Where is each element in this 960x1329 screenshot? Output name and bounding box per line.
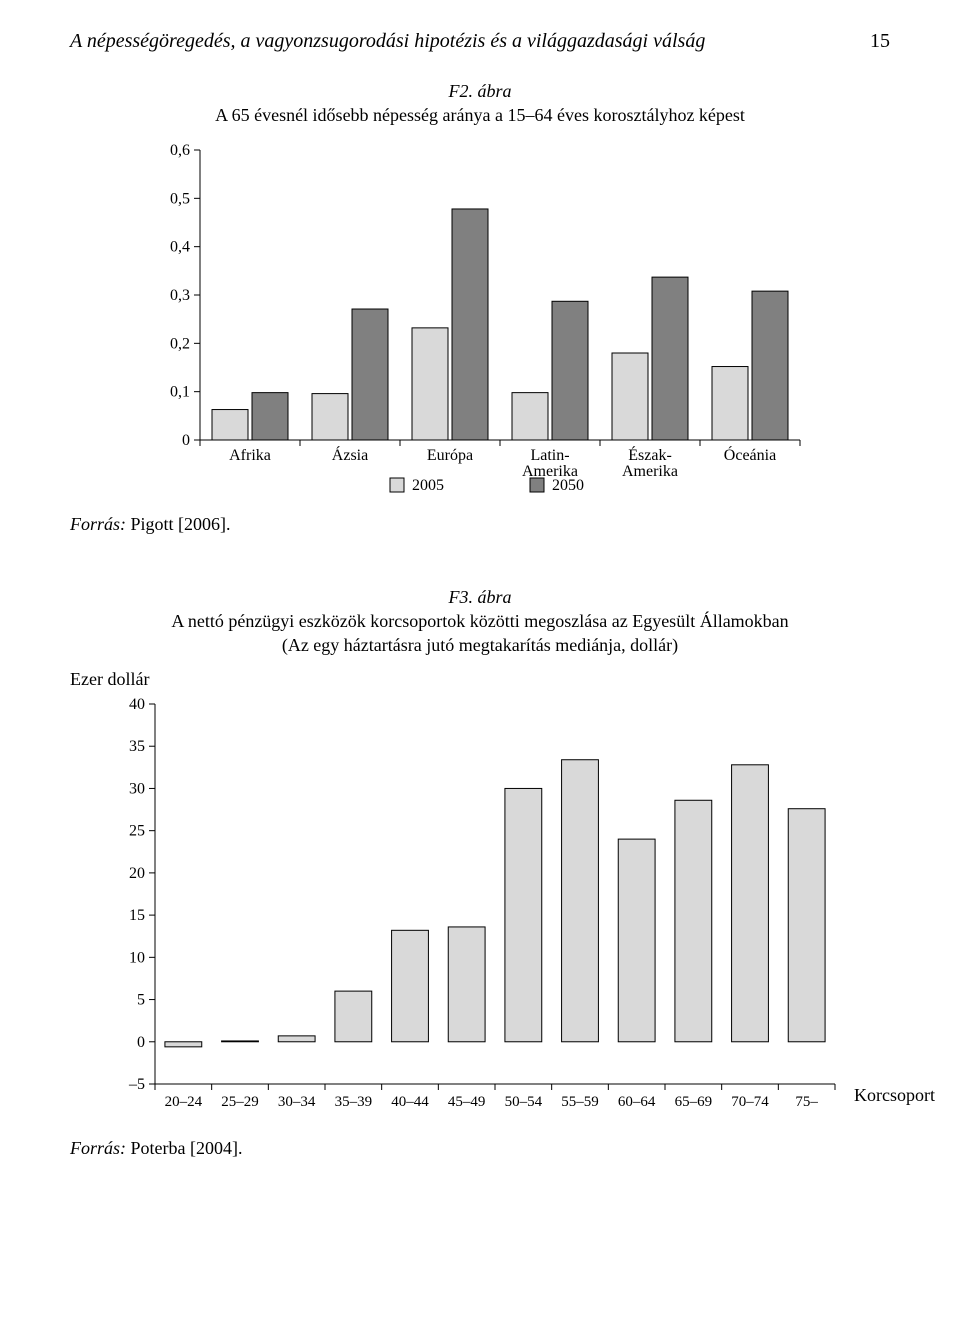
fig3-title-line1: A nettó pénzügyi eszközök korcsoportok k… <box>171 611 788 631</box>
fig3-label: F3. ábra <box>70 585 890 609</box>
svg-text:0,1: 0,1 <box>170 383 190 400</box>
svg-text:30: 30 <box>129 781 145 798</box>
svg-text:25–29: 25–29 <box>221 1094 259 1110</box>
svg-text:–5: –5 <box>128 1076 145 1093</box>
svg-text:0,3: 0,3 <box>170 287 190 304</box>
svg-text:10: 10 <box>129 950 145 967</box>
fig2-source: Forrás: Pigott [2006]. <box>70 514 890 535</box>
svg-text:40–44: 40–44 <box>391 1094 429 1110</box>
svg-text:35: 35 <box>129 739 145 756</box>
svg-text:0: 0 <box>182 432 190 449</box>
fig3-xaxis-label: Korcsoport <box>854 1085 935 1106</box>
svg-text:60–64: 60–64 <box>618 1094 656 1110</box>
svg-text:0,4: 0,4 <box>170 238 190 255</box>
svg-text:Óceánia: Óceánia <box>724 445 776 464</box>
svg-text:20: 20 <box>129 865 145 882</box>
header-page-number: 15 <box>870 30 890 53</box>
svg-text:Európa: Európa <box>427 447 473 464</box>
svg-text:Észak-: Észak- <box>628 445 672 464</box>
fig3-source-text: Poterba [2004]. <box>126 1138 242 1158</box>
header-title: A népességöregedés, a vagyonzsugorodási … <box>70 30 850 53</box>
svg-text:0,5: 0,5 <box>170 190 190 207</box>
svg-text:Afrika: Afrika <box>229 447 271 464</box>
fig3-caption: F3. ábra A nettó pénzügyi eszközök korcs… <box>70 585 890 658</box>
svg-text:20–24: 20–24 <box>165 1094 203 1110</box>
svg-text:15: 15 <box>129 908 145 925</box>
svg-text:0: 0 <box>137 1034 145 1051</box>
fig2-title: A 65 évesnél idősebb népesség aránya a 1… <box>215 105 745 125</box>
fig3-source-label: Forrás: <box>70 1138 126 1158</box>
svg-text:Amerika: Amerika <box>622 463 678 480</box>
svg-text:75–: 75– <box>795 1094 818 1110</box>
fig2-label: F2. ábra <box>70 79 890 103</box>
svg-text:35–39: 35–39 <box>335 1094 373 1110</box>
fig2-chart: 0 0,1 0,2 0,3 0,4 0,5 0,6 Afrika Ázsia Európa Lati… <box>130 140 830 500</box>
fig2-source-text: Pigott [2006]. <box>126 514 231 534</box>
svg-text:55–59: 55–59 <box>561 1094 599 1110</box>
fig3-chart: –5 0 5 10 15 20 25 30 35 40 20–24 25–29 30–34 35–39 40… <box>100 694 860 1124</box>
svg-text:Latin-: Latin- <box>530 447 569 464</box>
svg-text:30–34: 30–34 <box>278 1094 316 1110</box>
svg-text:70–74: 70–74 <box>731 1094 769 1110</box>
fig2-source-label: Forrás: <box>70 514 126 534</box>
svg-text:2005: 2005 <box>412 477 444 494</box>
svg-text:5: 5 <box>137 992 145 1009</box>
svg-text:2050: 2050 <box>552 477 584 494</box>
svg-text:Ázsia: Ázsia <box>332 445 368 464</box>
svg-text:0,2: 0,2 <box>170 335 190 352</box>
svg-text:65–69: 65–69 <box>675 1094 713 1110</box>
fig2-caption: F2. ábra A 65 évesnél idősebb népesség a… <box>70 79 890 128</box>
running-header: A népességöregedés, a vagyonzsugorodási … <box>70 30 890 53</box>
svg-text:40: 40 <box>129 696 145 713</box>
fig3-source: Forrás: Poterba [2004]. <box>70 1138 890 1159</box>
svg-text:0,6: 0,6 <box>170 142 190 159</box>
fig3-yaxis-label: Ezer dollár <box>70 669 890 690</box>
svg-text:45–49: 45–49 <box>448 1094 486 1110</box>
fig3-title-line2: (Az egy háztartásra jutó megtakarítás me… <box>282 635 678 655</box>
svg-text:25: 25 <box>129 823 145 840</box>
svg-text:50–54: 50–54 <box>505 1094 543 1110</box>
